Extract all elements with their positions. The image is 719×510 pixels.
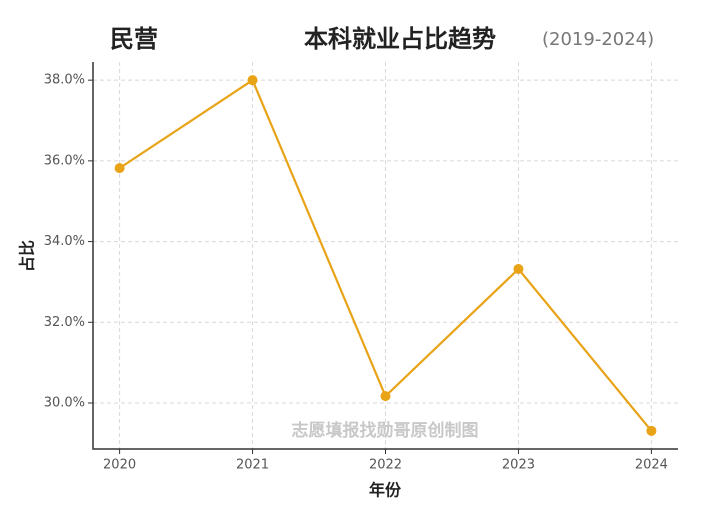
watermark: 志愿填报找勋哥原创制图 [292, 420, 479, 441]
plot: 30.0% 32.0% 34.0% 36.0% 38.0% 2020 2021 2022 202… [44, 62, 678, 473]
x-tick-label: 2022 [369, 458, 402, 473]
axes [92, 62, 678, 450]
y-tick-label: 38.0% [44, 73, 85, 88]
x-axis-label: 年份 [369, 481, 402, 500]
chart-subtitle: (2019-2024) [542, 29, 654, 50]
point [513, 264, 524, 275]
x-tick-label: 2023 [502, 458, 535, 473]
point [646, 425, 657, 436]
y-axis-label: 占比 [18, 240, 37, 272]
y-tick-label: 34.0% [44, 234, 85, 249]
y-tick-label: 32.0% [44, 315, 85, 330]
point [114, 163, 125, 174]
chart-title-prefix: 民营 [110, 25, 158, 53]
y-tick-label: 36.0% [44, 153, 85, 168]
chart-title: 本科就业占比趋势 [304, 25, 496, 53]
x-tick-label: 2021 [236, 458, 269, 473]
point [380, 391, 391, 402]
point [247, 75, 258, 86]
x-tick-label: 2020 [103, 458, 136, 473]
y-tick-label: 30.0% [44, 395, 85, 410]
x-tick-label: 2024 [635, 458, 668, 473]
